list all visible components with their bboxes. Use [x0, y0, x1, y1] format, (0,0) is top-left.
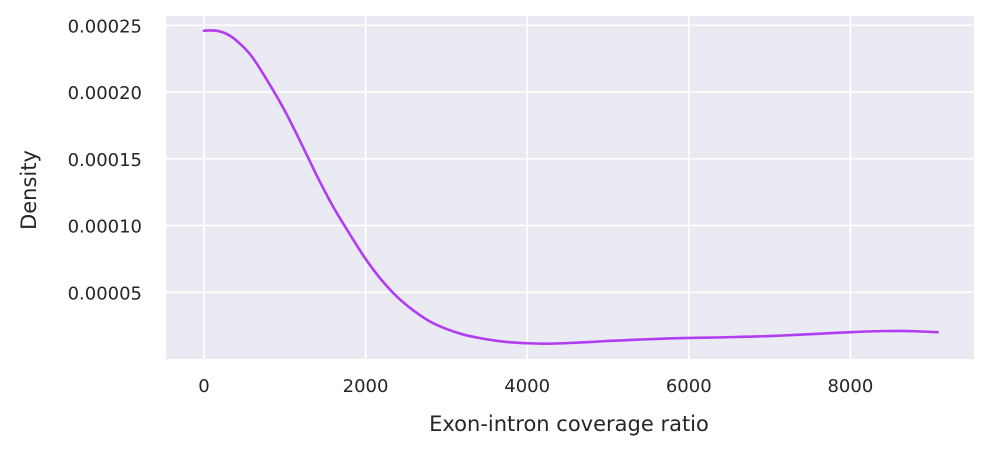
series-layer: [202, 29, 939, 345]
x-grid: [203, 16, 852, 359]
y-tick-label: 0.00020: [68, 83, 142, 104]
y-tick-label: 0.00025: [68, 16, 142, 37]
y-tick-label: 0.00010: [68, 217, 142, 238]
plot-area: [166, 16, 974, 359]
x-tick-labels: 0 2000 4000 6000 8000: [198, 376, 873, 397]
density-line: [202, 29, 939, 345]
x-tick-label: 4000: [504, 376, 550, 397]
x-tick-label: 2000: [343, 376, 389, 397]
x-tick-label: 6000: [666, 376, 712, 397]
y-tick-label: 0.00015: [68, 150, 142, 171]
x-tick-label: 0: [198, 376, 209, 397]
y-grid: [166, 24, 974, 294]
x-tick-label: 8000: [827, 376, 873, 397]
y-tick-label: 0.00005: [68, 283, 142, 304]
y-axis-label: Density: [17, 150, 41, 230]
x-axis-label: Exon-intron coverage ratio: [429, 412, 709, 436]
y-tick-labels: 0.00005 0.00010 0.00015 0.00020 0.00025: [68, 16, 142, 304]
